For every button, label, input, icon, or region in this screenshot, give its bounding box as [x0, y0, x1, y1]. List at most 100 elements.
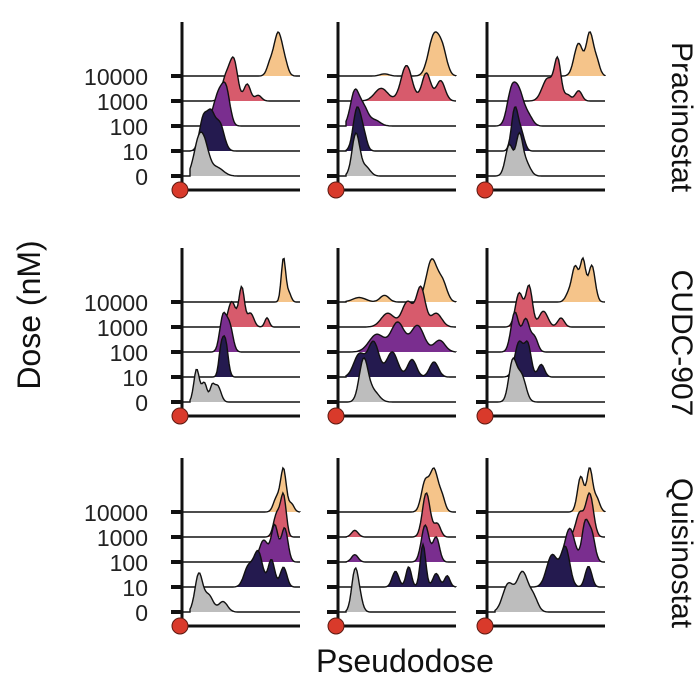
ridge-line-dose-10000 — [338, 467, 456, 513]
ridge-fill-dose-10 — [495, 546, 605, 587]
ridge-line-dose-100 — [487, 311, 605, 353]
facet-panel — [476, 22, 606, 199]
ridge-line-dose-0 — [182, 368, 300, 403]
ridge-line-dose-0 — [338, 357, 456, 403]
ridge-line-dose-10000 — [487, 256, 606, 303]
ridge-line-dose-100 — [338, 321, 457, 353]
ridge-fill-dose-10000 — [346, 32, 456, 76]
ridge-fill-dose-10000 — [190, 468, 300, 512]
ridge-line-dose-0 — [182, 572, 300, 613]
facet-panel — [171, 22, 300, 199]
ridge-line-dose-10000 — [182, 466, 301, 513]
facet-strip-label: CUDC-907 — [665, 270, 698, 417]
ridge-fill-dose-10000 — [346, 468, 456, 512]
dose-tick-label: 10 — [122, 575, 148, 601]
ridge-line-dose-10000 — [338, 31, 457, 77]
y-axis-label: Dose (nM) — [11, 240, 47, 389]
ridge-line-dose-0 — [487, 131, 605, 177]
ridge-fill-dose-1000 — [495, 493, 605, 537]
facet-panel — [171, 458, 301, 635]
dose-tick-label: 1000 — [97, 89, 148, 115]
ridge-line-dose-0 — [487, 357, 605, 403]
ridge-line-dose-100 — [182, 523, 300, 563]
ridge-fill-dose-1000 — [495, 57, 605, 101]
ridge-line-dose-100 — [182, 81, 300, 127]
ridge-line-dose-10 — [487, 106, 605, 152]
ridge-fill-dose-1000 — [346, 65, 456, 101]
ridge-line-dose-10 — [338, 541, 457, 588]
facet-panel — [327, 248, 457, 425]
ridge-fill-dose-1000 — [346, 286, 456, 327]
facet-panel — [476, 248, 606, 425]
ridge-fill-dose-100 — [190, 524, 300, 562]
origin-marker — [171, 617, 189, 635]
ridge-line-dose-1000 — [487, 491, 605, 538]
ridge-line-dose-100 — [487, 81, 605, 127]
ridge-line-dose-100 — [338, 523, 456, 563]
dose-tick-label: 10000 — [84, 290, 148, 316]
origin-marker — [171, 407, 189, 425]
ridge-fill-dose-1000 — [495, 285, 605, 327]
ridge-fill-dose-10 — [190, 550, 300, 587]
ridge-fill-dose-10 — [346, 544, 456, 587]
ridge-line-dose-0 — [487, 570, 605, 613]
dose-tick-label: 100 — [110, 550, 148, 576]
ridge-line-dose-0 — [182, 131, 300, 177]
ridge-fill-dose-1000 — [190, 57, 300, 101]
origin-marker — [327, 407, 345, 425]
ridge-line-dose-1000 — [338, 492, 456, 538]
ridge-fill-dose-10000 — [495, 32, 605, 76]
ridge-line-dose-0 — [338, 566, 456, 613]
origin-marker — [327, 617, 345, 635]
ridge-line-dose-10000 — [338, 258, 457, 303]
ridge-fill-dose-10 — [495, 341, 605, 377]
facet-panel — [327, 458, 457, 635]
ridge-fill-dose-100 — [495, 82, 605, 126]
ridge-line-dose-0 — [338, 131, 456, 177]
ridge-fill-dose-0 — [346, 358, 456, 402]
ridge-fill-dose-0 — [495, 358, 605, 402]
ridge-fill-dose-10000 — [495, 258, 605, 302]
ridge-line-dose-100 — [182, 311, 300, 353]
ridge-line-dose-10 — [182, 108, 300, 152]
ridge-fill-dose-10000 — [346, 259, 456, 302]
ridge-fill-dose-100 — [495, 312, 605, 352]
dose-tick-label: 0 — [135, 390, 148, 416]
dose-tick-label: 10000 — [84, 500, 148, 526]
dose-tick-label: 100 — [110, 114, 148, 140]
ridge-line-dose-10 — [338, 340, 456, 378]
facet-strip-label: Quisinostat — [665, 478, 698, 629]
ridge-line-dose-10000 — [182, 30, 300, 77]
dose-tick-label: 10 — [122, 365, 148, 391]
dose-tick-label: 10 — [122, 139, 148, 165]
origin-marker — [327, 181, 345, 199]
ridge-fill-dose-0 — [346, 133, 456, 176]
ridge-line-dose-1000 — [182, 491, 300, 538]
ridge-line-dose-10 — [182, 549, 300, 588]
ridge-fill-dose-10000 — [190, 258, 300, 302]
ridge-line-dose-10 — [487, 340, 605, 378]
dose-tick-label: 0 — [135, 164, 148, 190]
origin-marker — [171, 181, 189, 199]
dose-tick-label: 0 — [135, 600, 148, 626]
origin-marker — [476, 181, 494, 199]
ridge-fill-dose-0 — [190, 132, 300, 176]
dose-tick-label: 1000 — [97, 525, 148, 551]
ridge-fill-dose-10 — [190, 335, 300, 377]
origin-marker — [476, 617, 494, 635]
ridge-line-dose-1000 — [182, 285, 300, 328]
ridge-fill-dose-100 — [495, 519, 605, 562]
x-axis-label: Pseudodose — [316, 643, 494, 679]
ridge-line-dose-1000 — [338, 285, 456, 328]
ridge-fill-dose-100 — [346, 525, 456, 562]
ridge-line-dose-10000 — [487, 467, 606, 513]
facet-panel — [327, 22, 457, 199]
ridge-line-dose-10000 — [487, 31, 606, 77]
ridge-fill-dose-10000 — [190, 32, 300, 76]
ridge-line-dose-1000 — [338, 65, 457, 102]
dose-tick-label: 1000 — [97, 315, 148, 341]
